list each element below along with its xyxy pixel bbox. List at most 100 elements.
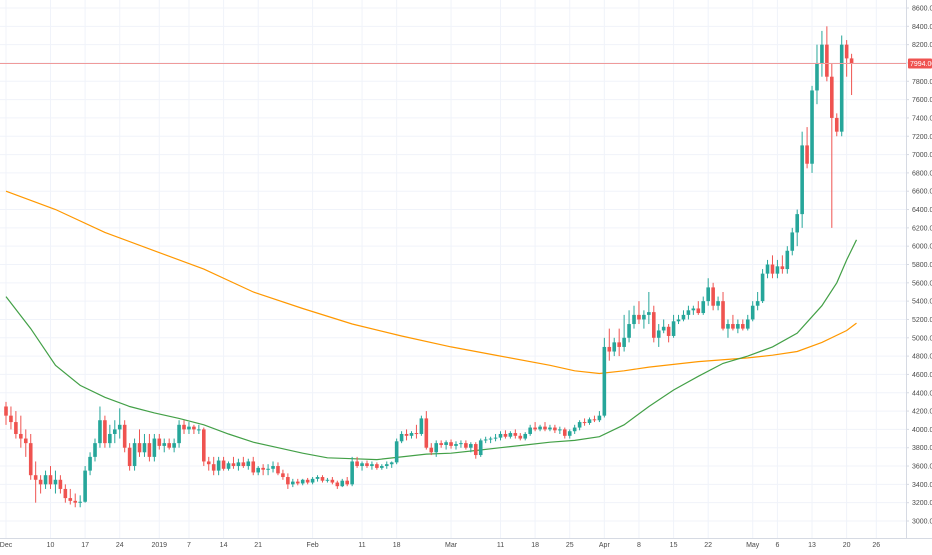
candle-body <box>202 429 206 462</box>
x-tick-label: 17 <box>81 542 89 549</box>
candle-body <box>177 424 181 444</box>
y-tick-label: 4200.00 <box>912 409 932 416</box>
candle-body <box>651 312 656 338</box>
candle <box>291 478 295 488</box>
candle <box>117 408 122 439</box>
candles <box>4 26 854 508</box>
candle-body <box>676 319 681 322</box>
candle <box>43 470 48 489</box>
candle-body <box>577 422 582 428</box>
candle-body <box>172 443 176 448</box>
candle <box>281 469 285 480</box>
candle <box>340 478 345 488</box>
candle <box>226 461 231 471</box>
candle-body <box>830 76 834 118</box>
candle <box>335 480 340 489</box>
candle <box>315 475 320 482</box>
candle-body <box>498 433 503 438</box>
candle <box>785 246 790 274</box>
y-tick-label: 3800.00 <box>912 445 932 452</box>
candle-body <box>795 214 799 233</box>
candle-body <box>295 481 300 484</box>
candle-body <box>157 438 162 446</box>
candle-body <box>404 433 409 436</box>
candle-body <box>810 90 814 164</box>
candle-body <box>582 422 587 424</box>
candle-body <box>231 463 236 467</box>
candle <box>825 26 829 82</box>
candle-body <box>122 424 127 448</box>
candle-body <box>360 463 364 467</box>
candle <box>384 461 389 469</box>
candle-body <box>632 314 636 325</box>
candle <box>607 328 612 361</box>
candle <box>167 438 171 450</box>
candle-body <box>711 287 715 306</box>
candle <box>360 461 364 471</box>
candle <box>152 433 157 462</box>
candle <box>706 278 710 306</box>
candle <box>815 44 819 105</box>
candle-body <box>533 427 537 430</box>
candle <box>790 227 795 256</box>
candle <box>325 477 330 483</box>
candle-body <box>38 479 43 485</box>
candle <box>627 310 631 343</box>
x-tick-label: Feb <box>307 542 319 549</box>
candle-body <box>340 480 345 487</box>
candle-body <box>488 438 493 440</box>
candle <box>389 461 394 468</box>
grid <box>0 0 906 538</box>
candle-body <box>572 427 577 432</box>
candle-body <box>671 321 676 336</box>
candle-body <box>206 461 211 465</box>
candle-body <box>399 433 404 442</box>
candle-body <box>236 462 241 467</box>
candle-body <box>43 475 48 485</box>
candle-body <box>607 346 612 352</box>
x-tick-label: 20 <box>843 542 851 549</box>
last-price-badge <box>908 58 932 69</box>
candle-body <box>28 443 33 476</box>
candle <box>147 433 152 462</box>
candle-body <box>4 406 8 416</box>
candle <box>473 442 478 459</box>
last-price-label: 7994.00 <box>910 61 932 68</box>
candle <box>221 456 226 471</box>
candle <box>414 424 419 439</box>
candle <box>765 259 770 279</box>
y-tick-label: 4600.00 <box>912 372 932 379</box>
candle <box>834 113 839 137</box>
y-tick-label: 7200.00 <box>912 134 932 141</box>
candle-body <box>88 456 92 471</box>
candle <box>736 319 740 334</box>
candle-body <box>612 342 617 352</box>
candle-body <box>696 308 701 314</box>
candle-body <box>142 443 147 453</box>
y-tick-label: 3200.00 <box>912 500 932 507</box>
candle-body <box>647 312 651 315</box>
candle-body <box>469 444 473 448</box>
candle-body <box>162 443 167 446</box>
y-tick-label: 8600.00 <box>912 6 932 13</box>
candle <box>612 337 617 357</box>
candle <box>53 470 58 494</box>
candle <box>666 324 671 343</box>
candle-body <box>93 443 97 457</box>
candle <box>370 461 374 470</box>
candle <box>216 456 221 476</box>
candle-body <box>439 443 443 445</box>
candle-body <box>182 424 186 430</box>
candle <box>478 438 483 457</box>
candle <box>380 464 384 470</box>
candle <box>68 488 73 505</box>
y-tick-label: 5400.00 <box>912 299 932 306</box>
candle <box>429 443 434 456</box>
candle <box>83 466 87 503</box>
x-tick-label: 18 <box>531 542 539 549</box>
candle-body <box>261 467 265 470</box>
candle-body <box>147 443 152 457</box>
